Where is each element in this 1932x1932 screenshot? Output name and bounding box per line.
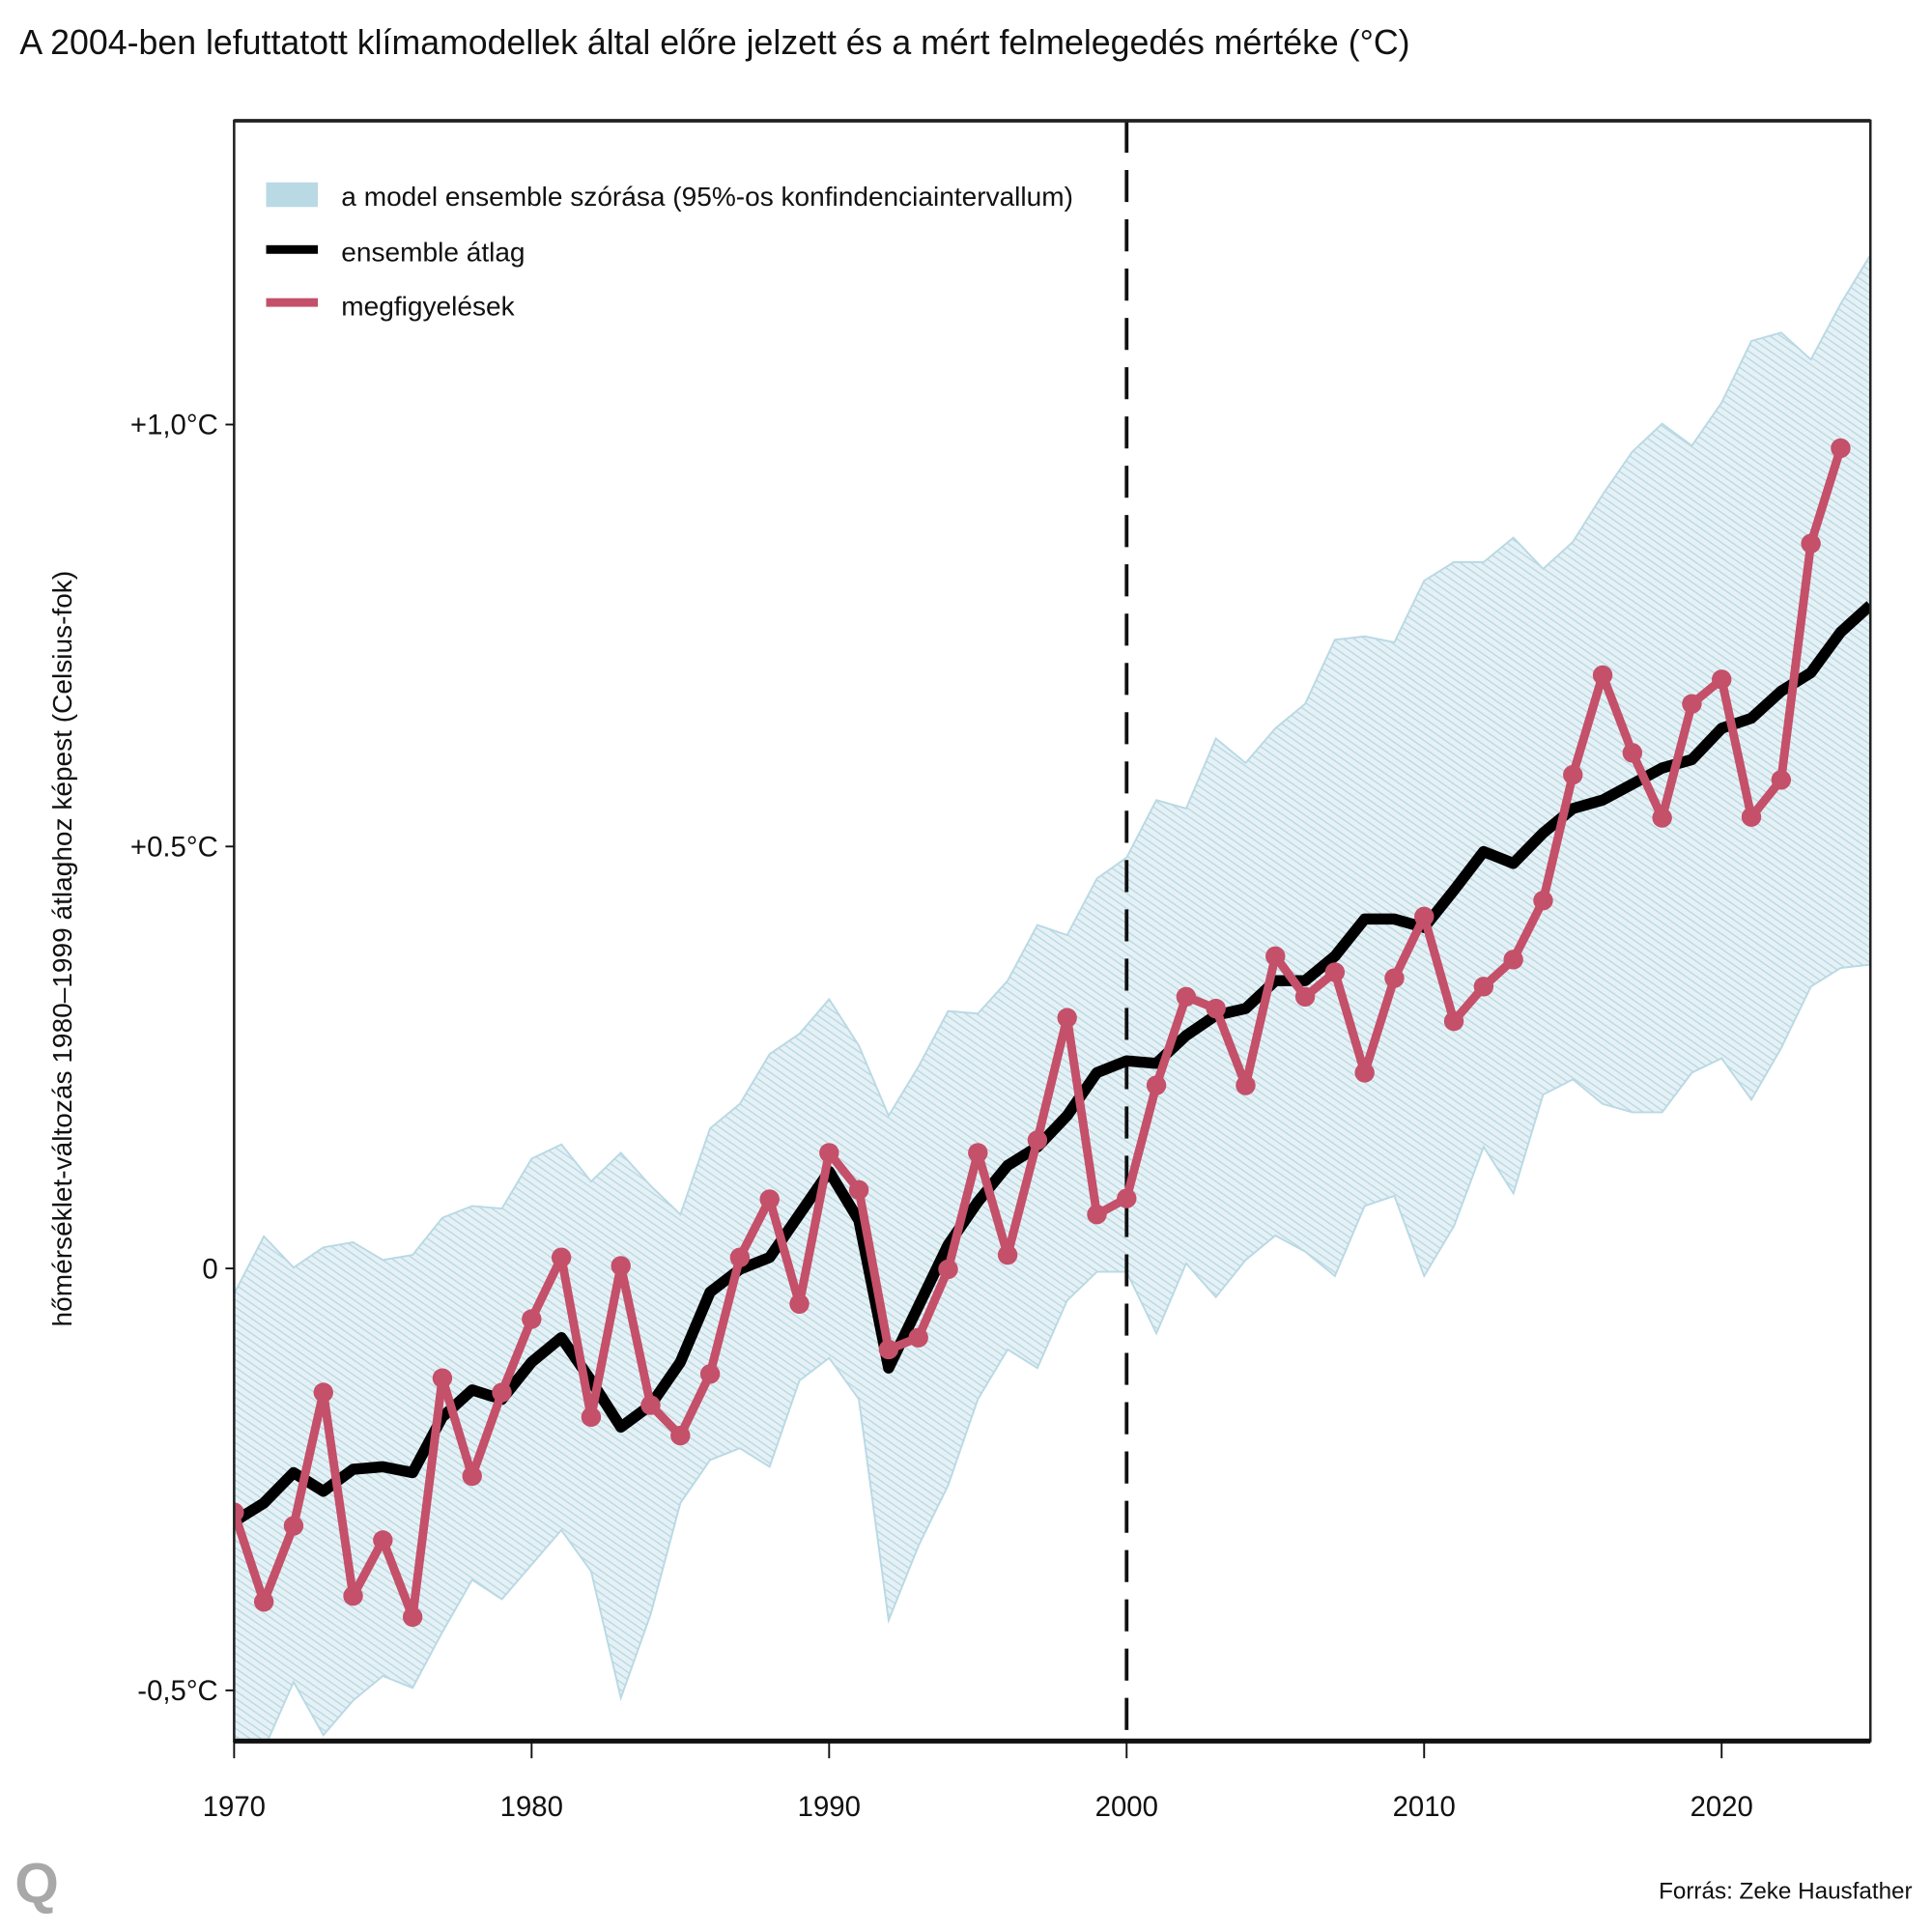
confidence-band (234, 253, 1871, 1742)
observation-point (313, 1382, 333, 1403)
observation-point (611, 1256, 631, 1276)
observation-point (1354, 1063, 1375, 1083)
y-axis: -0,5°C 0 +0.5°C +1,0°C (130, 410, 235, 1707)
observation-point (1443, 1010, 1464, 1032)
observation-point (432, 1368, 453, 1388)
observation-point (640, 1395, 661, 1415)
observation-point (1712, 669, 1732, 690)
legend: a model ensemble szórása (95%-os konfind… (266, 182, 1073, 322)
observation-point (1206, 998, 1226, 1019)
y-axis-label: hőmérséklet-változás 1980–1999 átlaghoz … (47, 571, 77, 1327)
observation-point (878, 1339, 899, 1360)
y-tick-label: +1,0°C (130, 410, 218, 441)
observation-point (1057, 1008, 1077, 1028)
observation-point (938, 1259, 958, 1280)
legend-swatch-mean (266, 244, 319, 254)
observation-point (789, 1293, 810, 1314)
observation-point (581, 1406, 602, 1428)
x-axis: 1970 1980 1990 2000 2010 2020 (203, 1741, 1753, 1823)
observation-point (819, 1143, 839, 1163)
y-tick-label: -0,5°C (137, 1675, 217, 1707)
observation-point (1563, 764, 1583, 785)
logo: Q (14, 1852, 59, 1915)
observation-point (462, 1465, 482, 1487)
y-tick-label: 0 (202, 1253, 217, 1285)
observation-point (1801, 533, 1821, 554)
observation-point (1176, 986, 1197, 1007)
observation-point (551, 1247, 572, 1267)
observation-point (1265, 946, 1286, 967)
observation-point (1771, 770, 1792, 790)
observation-point (492, 1382, 512, 1403)
x-tick-label: 1980 (500, 1791, 563, 1823)
plot-area (234, 121, 1871, 1742)
observation-point (1087, 1204, 1107, 1225)
observation-point (1236, 1075, 1256, 1095)
legend-swatch-obs (266, 298, 319, 307)
observation-point (1027, 1130, 1048, 1151)
observation-point (908, 1327, 928, 1348)
observation-point (253, 1591, 274, 1612)
observation-point (1741, 807, 1762, 827)
x-tick-label: 2010 (1393, 1791, 1456, 1823)
observation-point (522, 1309, 542, 1329)
observation-point (729, 1247, 751, 1267)
observation-point (1503, 950, 1523, 970)
observation-point (1324, 962, 1346, 982)
observation-point (1146, 1075, 1167, 1095)
observation-point (1592, 665, 1613, 686)
observation-point (1682, 694, 1702, 714)
y-tick-label: +0.5°C (130, 831, 218, 863)
observation-point (373, 1530, 393, 1550)
x-tick-label: 1990 (798, 1791, 861, 1823)
observation-point (968, 1143, 988, 1163)
observation-point (670, 1425, 691, 1446)
observation-point (402, 1606, 423, 1628)
observations-points (234, 438, 1851, 1628)
observation-point (1652, 808, 1672, 828)
x-tick-label: 2020 (1690, 1791, 1753, 1823)
x-tick-label: 2000 (1095, 1791, 1158, 1823)
legend-swatch-band (266, 182, 319, 208)
observation-point (283, 1516, 304, 1536)
x-tick-label: 1970 (203, 1791, 266, 1823)
observation-point (343, 1585, 363, 1606)
observation-point (234, 1502, 244, 1522)
observation-point (1831, 438, 1851, 459)
observation-point (848, 1179, 869, 1201)
legend-label-band: a model ensemble szórása (95%-os konfind… (341, 182, 1073, 212)
observation-point (699, 1364, 721, 1384)
observation-point (1473, 977, 1494, 997)
observation-point (1294, 986, 1316, 1007)
observation-point (1533, 890, 1553, 911)
legend-label-mean: ensemble átlag (341, 237, 525, 267)
observation-point (1117, 1188, 1137, 1208)
observation-point (1414, 906, 1435, 927)
source-note: Forrás: Zeke Hausfather (1659, 1879, 1912, 1905)
observation-point (1622, 743, 1643, 763)
observation-point (759, 1189, 780, 1209)
observation-point (997, 1244, 1018, 1265)
chart-title: A 2004-ben lefuttatott klímamodellek ált… (19, 23, 1409, 62)
observation-point (1384, 968, 1405, 988)
legend-label-obs: megfigyelések (341, 292, 515, 322)
